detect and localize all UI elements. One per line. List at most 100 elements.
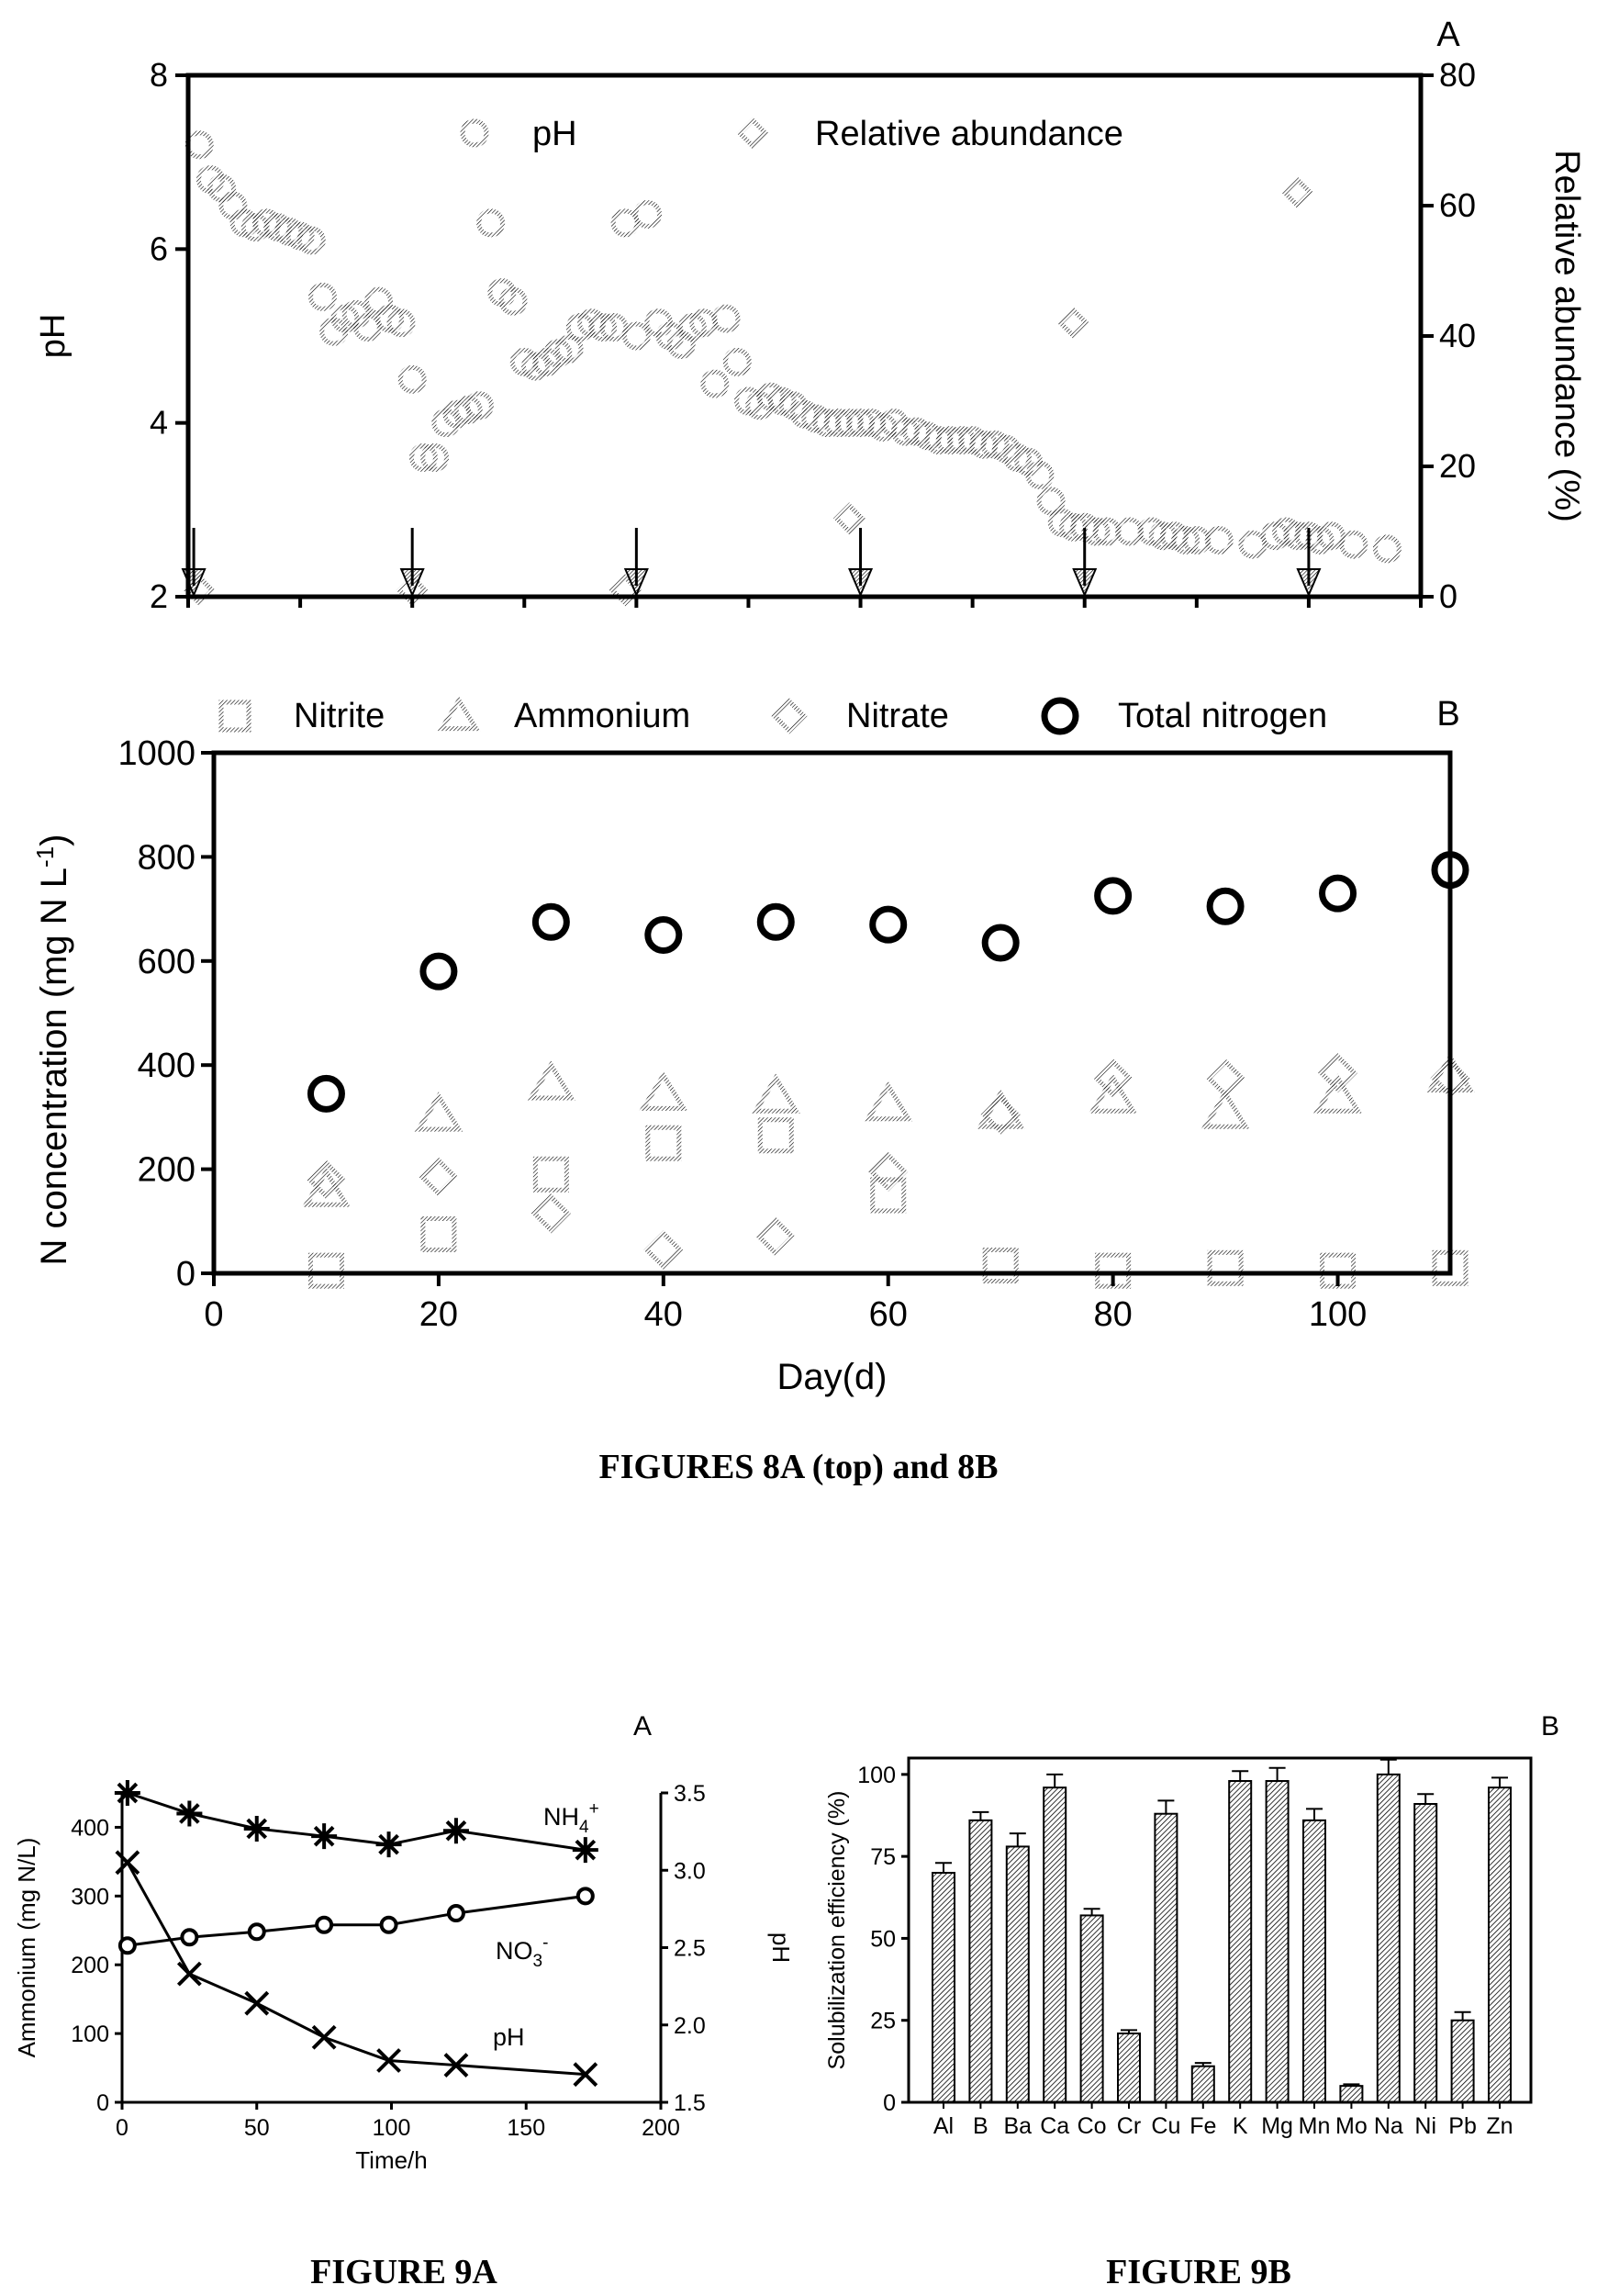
bar-co bbox=[1079, 1914, 1104, 2103]
y-tick-label-9a: 200 bbox=[71, 1953, 109, 1978]
nitrite-point bbox=[532, 1156, 569, 1193]
bar-na bbox=[1376, 1773, 1401, 2104]
legend-marker-ammonium bbox=[437, 696, 481, 732]
total-nitrogen-point bbox=[419, 952, 458, 991]
ph-point bbox=[1036, 487, 1066, 516]
ph-point bbox=[498, 286, 528, 316]
x-tick-label-9b: Zn bbox=[1486, 2113, 1513, 2139]
legend-marker-nitrate bbox=[771, 698, 808, 734]
no3-point bbox=[180, 1928, 199, 1947]
y2-tick-label-9a: 2.0 bbox=[674, 2013, 706, 2039]
ammonium-point bbox=[751, 1073, 800, 1114]
nitrate-point bbox=[1430, 1058, 1470, 1098]
ph-point bbox=[176, 1961, 202, 1987]
legend-label-ph: pH bbox=[532, 115, 577, 153]
ph-point bbox=[420, 443, 450, 473]
nitrate-point bbox=[530, 1193, 571, 1234]
bar-ni bbox=[1413, 1803, 1438, 2103]
ammonium-point bbox=[526, 1060, 575, 1101]
no3-point bbox=[446, 1904, 465, 1923]
y2-tick-label-8a: 40 bbox=[1439, 317, 1476, 354]
nitrate-point bbox=[1093, 1058, 1134, 1098]
ph-point bbox=[1204, 525, 1234, 554]
x-tick-label-9b: Ca bbox=[1040, 2113, 1069, 2139]
figure-9b-caption: FIGURE 9B bbox=[1106, 2253, 1291, 2291]
bar-ca bbox=[1043, 1786, 1067, 2103]
nitrite-point bbox=[1095, 1252, 1132, 1289]
nh4-point bbox=[311, 1823, 338, 1850]
x-tick-label-9b: Cu bbox=[1151, 2113, 1180, 2139]
ph-point bbox=[464, 391, 494, 420]
bar-zn bbox=[1488, 1786, 1512, 2103]
no3-point bbox=[247, 1922, 266, 1942]
figure-9a-caption: FIGURE 9A bbox=[310, 2253, 497, 2291]
y-tick-label-8b: 800 bbox=[138, 838, 195, 877]
x-tick-label-9a: 100 bbox=[373, 2115, 411, 2141]
x-tick-label-9b: Co bbox=[1078, 2113, 1107, 2139]
ph-point bbox=[722, 347, 752, 376]
plot-frame-9b bbox=[907, 1756, 1533, 2104]
x-tick-label-9b: Mg bbox=[1261, 2113, 1293, 2139]
ammonium-point bbox=[639, 1070, 688, 1111]
y-tick-label-9b: 100 bbox=[857, 1763, 896, 1788]
y2-tick-label-9a: 3.0 bbox=[674, 1858, 706, 1884]
nitrate-point bbox=[306, 1159, 346, 1200]
relative-abundance-point bbox=[1281, 176, 1314, 209]
ph-point bbox=[711, 304, 741, 333]
bar-k bbox=[1228, 1780, 1253, 2103]
y-tick-label-8b: 400 bbox=[138, 1047, 195, 1085]
y2-tick-label-9a: 1.5 bbox=[674, 2090, 706, 2116]
y2-tick-label-8a: 20 bbox=[1439, 447, 1476, 485]
x-tick-label-9b: Cr bbox=[1117, 2113, 1141, 2139]
x-tick-label-9b: B bbox=[973, 2113, 988, 2139]
nitrite-point bbox=[870, 1177, 907, 1214]
chart-9a: 0 100 200 300 400 1.5 2.0 2.5 3.0 3.5 0 50 100 150 200… bbox=[13, 1711, 795, 2174]
legend-marker-nitrite bbox=[218, 700, 251, 733]
series-label-nh4: NH4+ bbox=[543, 1799, 599, 1837]
y2-tick-label-9a: 2.5 bbox=[674, 1936, 706, 1962]
x-tick-label-9b: Mo bbox=[1335, 2113, 1368, 2139]
panel-label-8a: A bbox=[1436, 16, 1460, 54]
x-axis-label-9a: Time/h bbox=[355, 2146, 428, 2174]
y-tick-label-8b: 0 bbox=[176, 1255, 195, 1294]
nitrite-point bbox=[1432, 1249, 1469, 1286]
x-tick-label-9a: 150 bbox=[507, 2115, 545, 2141]
y2-axis-label-9a: pH bbox=[767, 1932, 795, 1963]
nh4-point bbox=[114, 1780, 140, 1806]
bar-al bbox=[932, 1872, 955, 2103]
y-tick-label-8b: 1000 bbox=[117, 734, 195, 773]
ph-point bbox=[311, 2024, 337, 2050]
y2-tick-label-8a: 0 bbox=[1439, 577, 1457, 615]
y-tick-label-8a: 8 bbox=[150, 56, 168, 94]
ammonium-point bbox=[864, 1081, 913, 1122]
arrow-head-8a bbox=[848, 568, 874, 598]
ph-point bbox=[633, 199, 663, 229]
nitrite-point bbox=[757, 1117, 794, 1154]
total-nitrogen-point bbox=[756, 902, 795, 941]
y-axis-label-9b: Solubilization efficiency (%) bbox=[824, 1791, 850, 2070]
total-nitrogen-point bbox=[644, 915, 683, 954]
nh4-point bbox=[442, 1818, 469, 1844]
plot-frame-8b bbox=[211, 750, 1453, 1276]
panel-label-9a: A bbox=[633, 1711, 652, 1742]
relative-abundance-point bbox=[832, 502, 866, 535]
legend-label-relative-abundance: Relative abundance bbox=[815, 115, 1123, 153]
ph-point bbox=[376, 2048, 401, 2073]
x-tick-label-9b: K bbox=[1233, 2113, 1248, 2139]
panel-label-8b: B bbox=[1436, 695, 1459, 734]
ph-point bbox=[364, 286, 394, 316]
ph-point bbox=[244, 1990, 270, 2016]
x-tick-label-8b: 40 bbox=[644, 1295, 683, 1334]
legend-label-nitrite: Nitrite bbox=[294, 697, 385, 735]
nitrite-point bbox=[982, 1247, 1019, 1283]
bar-mg bbox=[1265, 1780, 1290, 2103]
bar-cr bbox=[1117, 2033, 1141, 2103]
legend-marker-ph bbox=[460, 118, 489, 148]
x-tick-label-8b: 20 bbox=[419, 1295, 458, 1334]
total-nitrogen-point bbox=[869, 905, 908, 944]
legend-marker-relative-abundance bbox=[736, 117, 769, 150]
nitrate-point bbox=[419, 1157, 459, 1197]
figure-8-caption: FIGURES 8A (top) and 8B bbox=[599, 1448, 999, 1486]
nitrate-point bbox=[643, 1229, 684, 1271]
